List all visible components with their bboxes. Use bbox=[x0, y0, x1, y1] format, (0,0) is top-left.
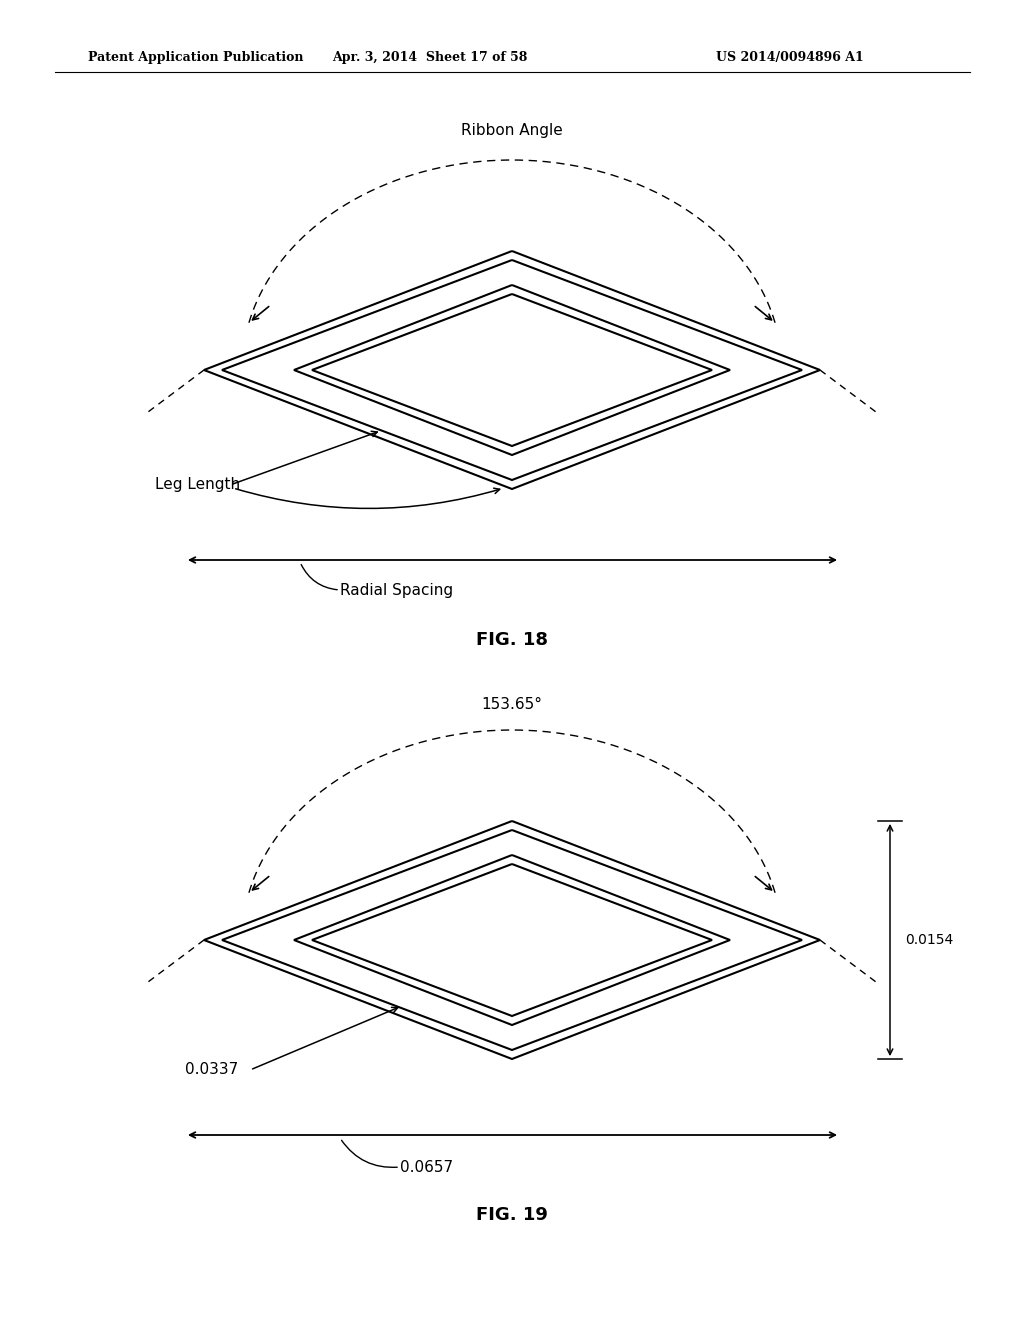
Text: FIG. 19: FIG. 19 bbox=[476, 1206, 548, 1224]
Text: 153.65°: 153.65° bbox=[481, 697, 543, 711]
Text: Radial Spacing: Radial Spacing bbox=[340, 582, 454, 598]
Text: 0.0337: 0.0337 bbox=[185, 1063, 239, 1077]
Text: Patent Application Publication: Patent Application Publication bbox=[88, 51, 303, 65]
Text: Apr. 3, 2014  Sheet 17 of 58: Apr. 3, 2014 Sheet 17 of 58 bbox=[333, 51, 527, 65]
Text: 0.0657: 0.0657 bbox=[400, 1159, 454, 1175]
Text: Ribbon Angle: Ribbon Angle bbox=[461, 123, 563, 139]
Text: US 2014/0094896 A1: US 2014/0094896 A1 bbox=[716, 51, 864, 65]
Text: Leg Length: Leg Length bbox=[155, 478, 240, 492]
Text: 0.0154: 0.0154 bbox=[905, 933, 953, 946]
Text: FIG. 18: FIG. 18 bbox=[476, 631, 548, 649]
